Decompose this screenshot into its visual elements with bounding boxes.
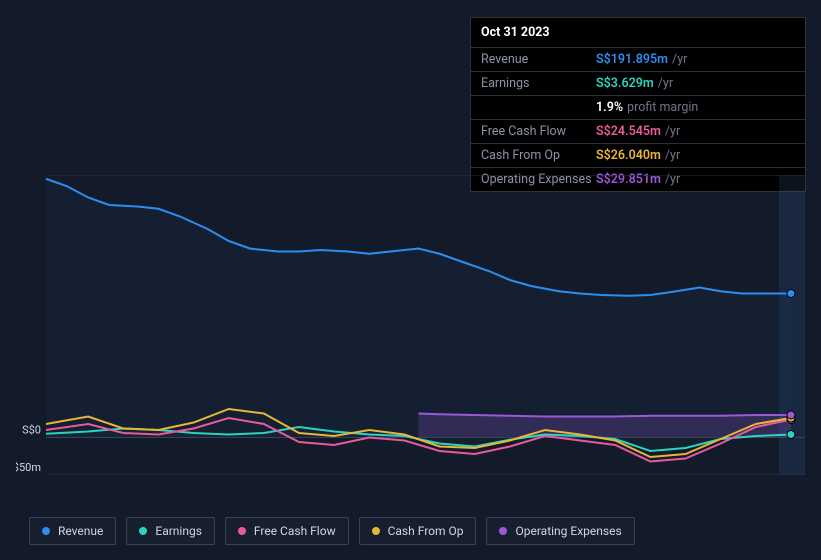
svg-text:-S$50m: -S$50m <box>16 461 41 474</box>
chart-tooltip: Oct 31 2023 Revenue S$191.895m /yr Earni… <box>470 17 806 192</box>
legend-dot-icon <box>372 527 380 535</box>
legend-label: Operating Expenses <box>515 524 621 538</box>
tooltip-label: Earnings <box>481 76 596 91</box>
legend-fcf[interactable]: Free Cash Flow <box>225 517 349 545</box>
legend-dot-icon <box>42 527 50 535</box>
tooltip-row-earnings: Earnings S$3.629m /yr <box>471 71 805 95</box>
tooltip-unit: /yr <box>665 124 680 139</box>
legend-opex[interactable]: Operating Expenses <box>486 517 634 545</box>
profit-margin-value: 1.9% <box>596 100 623 115</box>
tooltip-row-cfo: Cash From Op S$26.040m /yr <box>471 143 805 167</box>
legend-cfo[interactable]: Cash From Op <box>359 517 477 545</box>
tooltip-label: Free Cash Flow <box>481 124 596 139</box>
chart-legend: Revenue Earnings Free Cash Flow Cash Fro… <box>29 517 635 545</box>
tooltip-unit: /yr <box>665 148 680 163</box>
svg-text:S$0: S$0 <box>22 424 41 437</box>
tooltip-value: S$24.545m <box>596 124 661 139</box>
legend-label: Revenue <box>58 524 103 538</box>
tooltip-label: Revenue <box>481 52 596 67</box>
tooltip-unit: /yr <box>658 76 673 91</box>
legend-revenue[interactable]: Revenue <box>29 517 116 545</box>
tooltip-label: Cash From Op <box>481 148 596 163</box>
tooltip-value: S$26.040m <box>596 148 661 163</box>
tooltip-row-revenue: Revenue S$191.895m /yr <box>471 47 805 71</box>
legend-label: Cash From Op <box>388 524 464 538</box>
legend-dot-icon <box>238 527 246 535</box>
legend-dot-icon <box>499 527 507 535</box>
legend-dot-icon <box>139 527 147 535</box>
tooltip-value: S$191.895m <box>596 52 668 67</box>
legend-label: Earnings <box>155 524 202 538</box>
tooltip-row-margin: 1.9% profit margin <box>471 95 805 119</box>
tooltip-row-fcf: Free Cash Flow S$24.545m /yr <box>471 119 805 143</box>
legend-earnings[interactable]: Earnings <box>126 517 215 545</box>
tooltip-value: S$3.629m <box>596 76 654 91</box>
tooltip-date: Oct 31 2023 <box>471 18 805 47</box>
tooltip-unit: /yr <box>672 52 687 67</box>
legend-label: Free Cash Flow <box>254 524 336 538</box>
profit-margin-label: profit margin <box>627 100 698 115</box>
financial-chart[interactable]: S$350mS$0-S$50m2014201520162017201820192… <box>16 175 805 475</box>
